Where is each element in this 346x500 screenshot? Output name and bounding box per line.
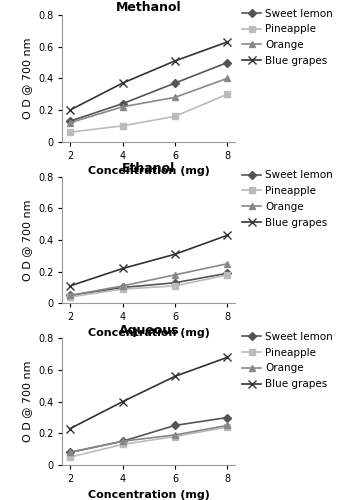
Pineapple bbox=[173, 283, 177, 289]
Line: Pineapple: Pineapple bbox=[67, 92, 230, 135]
Pineapple bbox=[68, 294, 72, 300]
Y-axis label: O D @ 700 nm: O D @ 700 nm bbox=[22, 361, 32, 442]
Pineapple bbox=[68, 454, 72, 460]
Sweet lemon bbox=[173, 280, 177, 285]
Line: Pineapple: Pineapple bbox=[67, 424, 230, 460]
Blue grapes bbox=[173, 374, 177, 380]
Sweet lemon bbox=[68, 118, 72, 124]
Line: Blue grapes: Blue grapes bbox=[66, 38, 231, 114]
Orange bbox=[173, 94, 177, 100]
Pineapple bbox=[120, 123, 125, 129]
Sweet lemon bbox=[225, 414, 229, 420]
Blue grapes bbox=[120, 266, 125, 272]
Pineapple bbox=[225, 91, 229, 97]
Line: Blue grapes: Blue grapes bbox=[66, 231, 231, 290]
Pineapple bbox=[120, 442, 125, 448]
Blue grapes bbox=[68, 426, 72, 432]
Blue grapes bbox=[68, 283, 72, 289]
Line: Sweet lemon: Sweet lemon bbox=[67, 60, 230, 124]
Pineapple bbox=[68, 129, 72, 135]
Legend: Sweet lemon, Pineapple, Orange, Blue grapes: Sweet lemon, Pineapple, Orange, Blue gra… bbox=[242, 332, 333, 389]
Line: Blue grapes: Blue grapes bbox=[66, 353, 231, 432]
Blue grapes bbox=[225, 354, 229, 360]
Line: Pineapple: Pineapple bbox=[67, 272, 230, 300]
Blue grapes bbox=[120, 398, 125, 404]
Legend: Sweet lemon, Pineapple, Orange, Blue grapes: Sweet lemon, Pineapple, Orange, Blue gra… bbox=[242, 8, 333, 66]
Pineapple bbox=[225, 272, 229, 278]
Orange bbox=[225, 76, 229, 82]
Y-axis label: O D @ 700 nm: O D @ 700 nm bbox=[22, 199, 32, 280]
Title: Ethanol: Ethanol bbox=[122, 162, 175, 175]
X-axis label: Concentration (mg): Concentration (mg) bbox=[88, 166, 210, 176]
X-axis label: Concentration (mg): Concentration (mg) bbox=[88, 328, 210, 338]
Sweet lemon bbox=[68, 292, 72, 298]
Orange bbox=[68, 450, 72, 456]
Y-axis label: O D @ 700 nm: O D @ 700 nm bbox=[22, 38, 32, 119]
Orange bbox=[120, 283, 125, 289]
Orange bbox=[173, 272, 177, 278]
Title: Methanol: Methanol bbox=[116, 1, 182, 14]
Blue grapes bbox=[173, 251, 177, 257]
Title: Aqueous: Aqueous bbox=[118, 324, 179, 337]
Blue grapes bbox=[68, 107, 72, 113]
Sweet lemon bbox=[120, 100, 125, 106]
Sweet lemon bbox=[225, 60, 229, 66]
Sweet lemon bbox=[225, 270, 229, 276]
Sweet lemon bbox=[173, 422, 177, 428]
Pineapple bbox=[173, 434, 177, 440]
X-axis label: Concentration (mg): Concentration (mg) bbox=[88, 490, 210, 500]
Line: Orange: Orange bbox=[67, 422, 230, 455]
Sweet lemon bbox=[173, 80, 177, 86]
Blue grapes bbox=[225, 39, 229, 45]
Sweet lemon bbox=[68, 450, 72, 456]
Blue grapes bbox=[225, 232, 229, 238]
Orange bbox=[68, 292, 72, 298]
Orange bbox=[225, 260, 229, 266]
Orange bbox=[225, 422, 229, 428]
Blue grapes bbox=[173, 58, 177, 64]
Sweet lemon bbox=[120, 284, 125, 290]
Line: Sweet lemon: Sweet lemon bbox=[67, 270, 230, 298]
Pineapple bbox=[225, 424, 229, 430]
Sweet lemon bbox=[120, 438, 125, 444]
Legend: Sweet lemon, Pineapple, Orange, Blue grapes: Sweet lemon, Pineapple, Orange, Blue gra… bbox=[242, 170, 333, 228]
Orange bbox=[173, 432, 177, 438]
Orange bbox=[120, 438, 125, 444]
Pineapple bbox=[173, 114, 177, 119]
Orange bbox=[120, 104, 125, 110]
Line: Sweet lemon: Sweet lemon bbox=[67, 414, 230, 455]
Blue grapes bbox=[120, 80, 125, 86]
Pineapple bbox=[120, 286, 125, 292]
Line: Orange: Orange bbox=[67, 261, 230, 298]
Line: Orange: Orange bbox=[67, 76, 230, 126]
Orange bbox=[68, 120, 72, 126]
